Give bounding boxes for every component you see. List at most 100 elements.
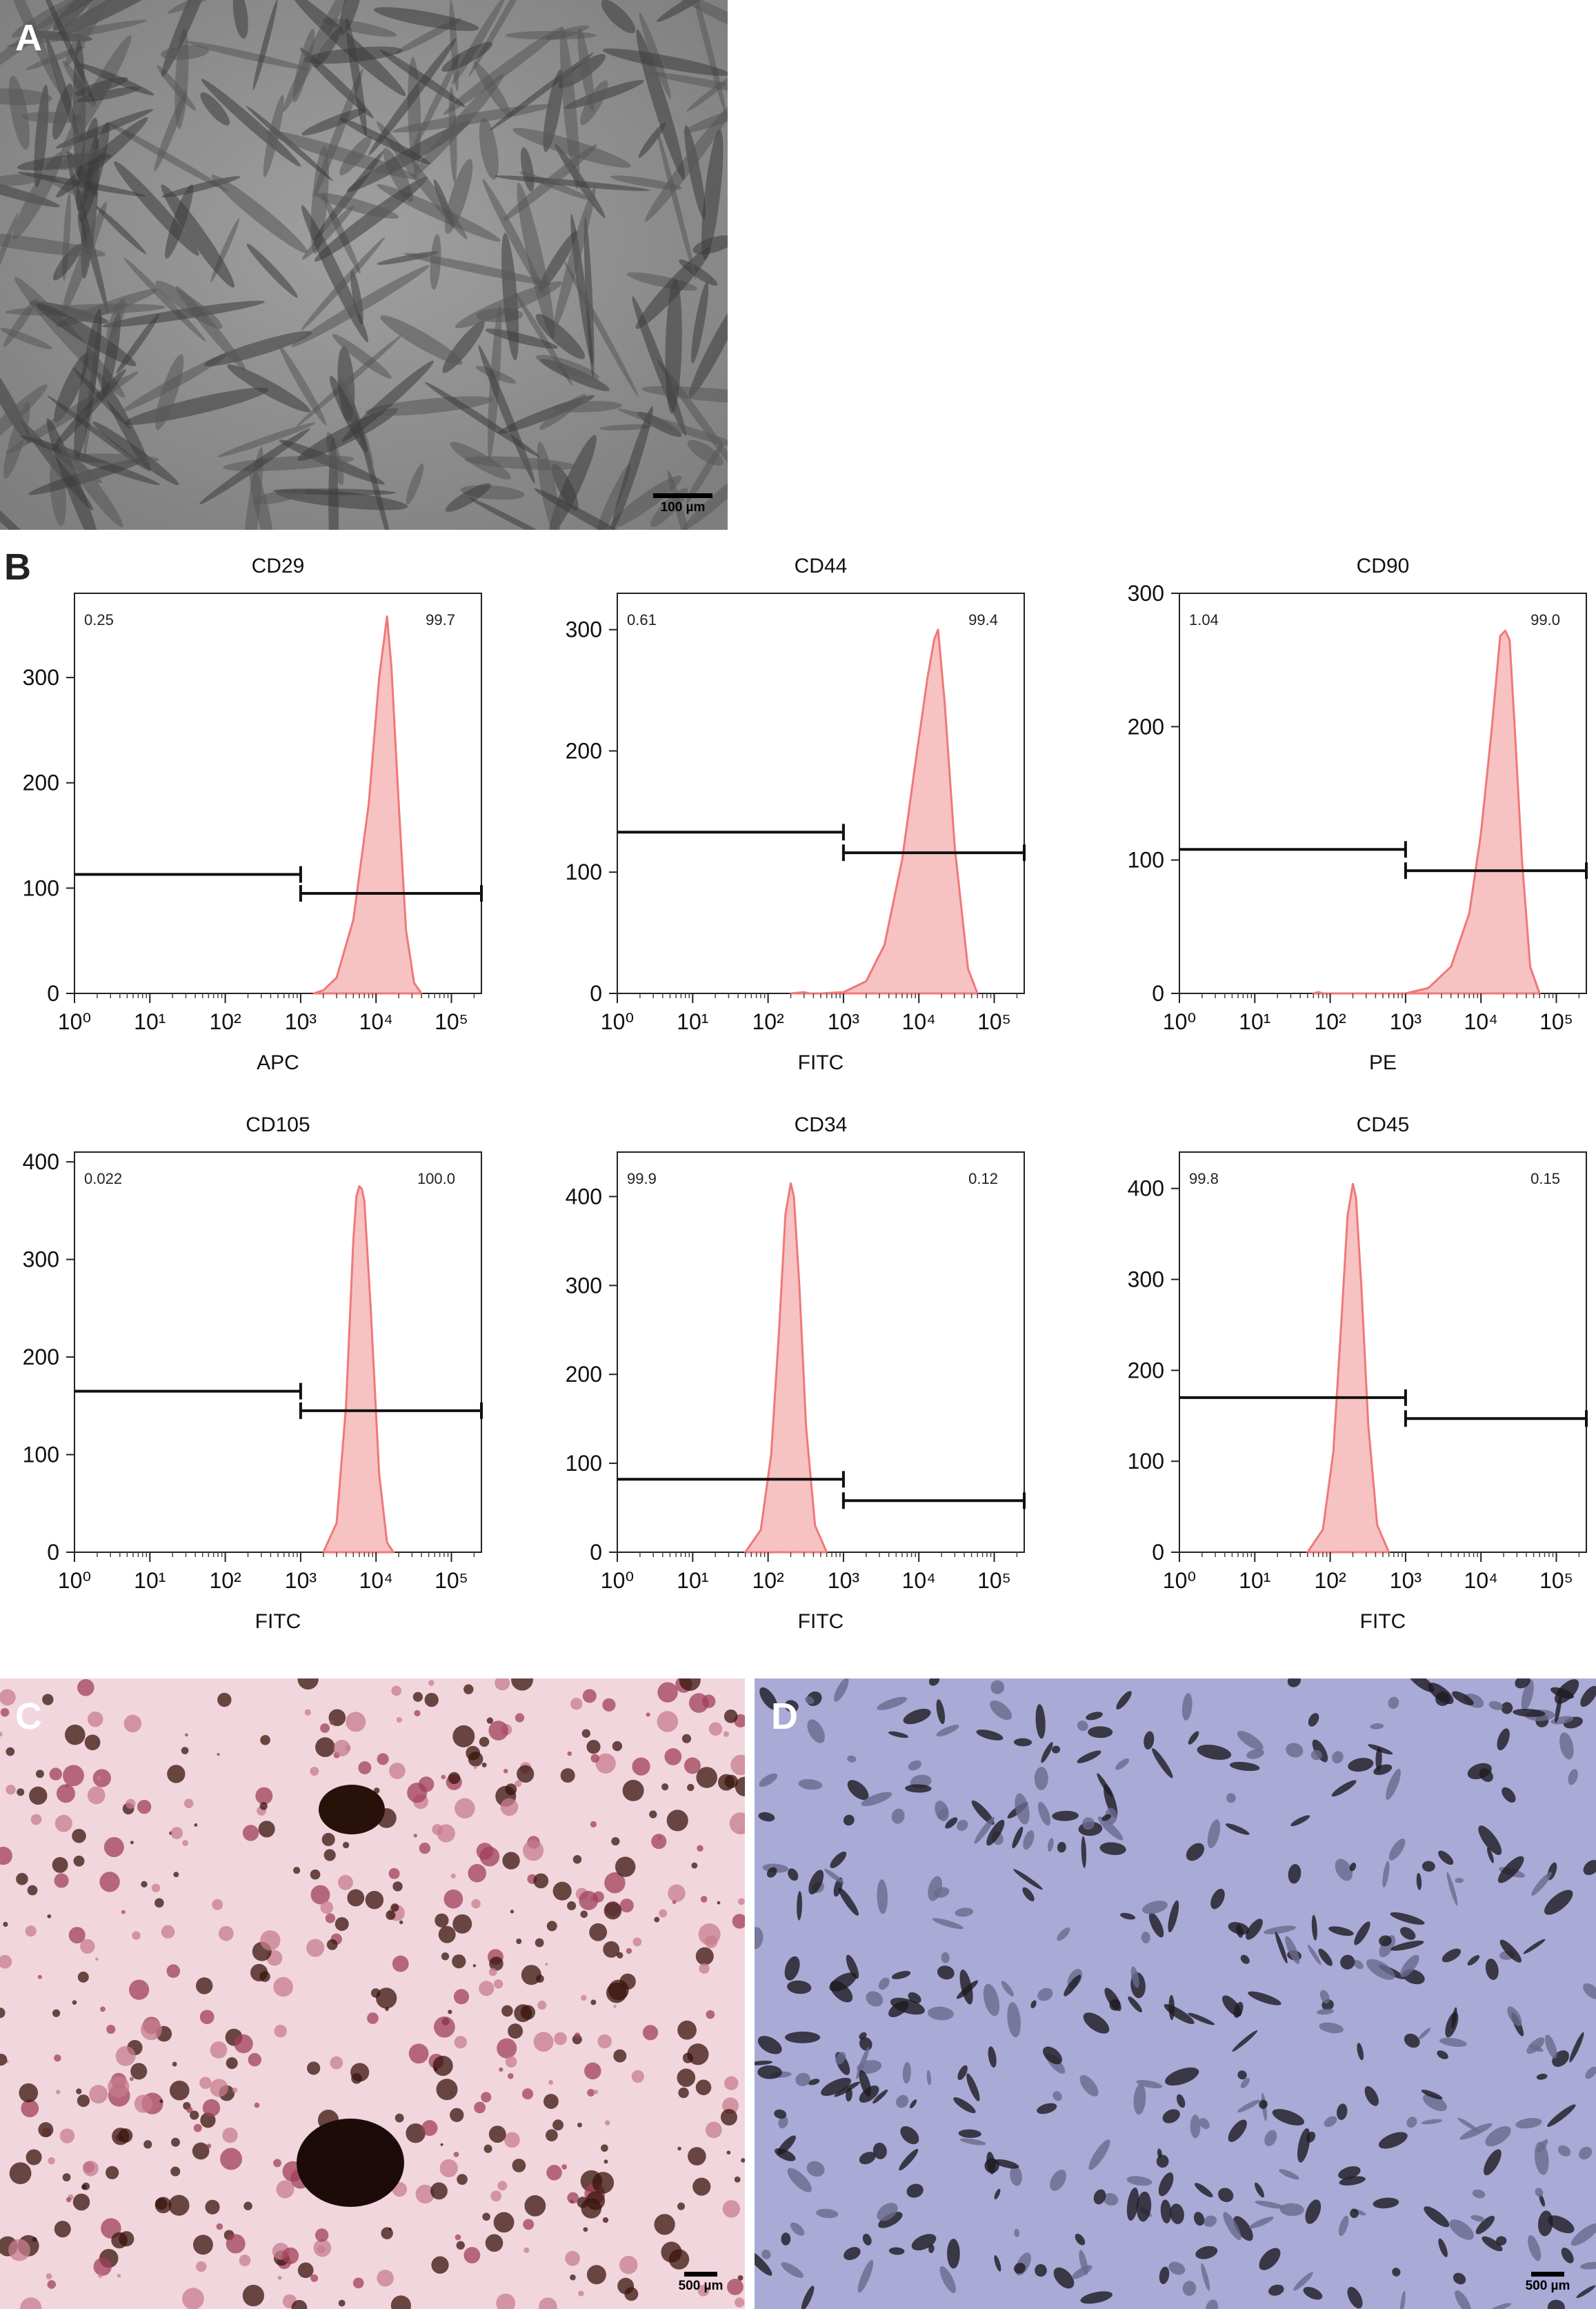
x-tick-label: 10¹ [134, 1568, 166, 1593]
y-tick-label: 300 [566, 617, 602, 642]
y-tick-label: 400 [23, 1149, 59, 1174]
x-tick-label: 10⁴ [359, 1568, 393, 1593]
histogram-area [312, 615, 423, 995]
x-tick-label: 10¹ [677, 1568, 708, 1593]
x-tick-label: 10⁵ [977, 1568, 1011, 1593]
flow-cytometry-panel: CD29 0.25 99.7 0 100 200 300 10⁰ 10¹ 10² 10³ 10⁴ 10⁵… [0, 545, 1596, 1649]
chart-title: CD29 [252, 555, 305, 577]
histogram-cd44: CD44 0.61 99.4 0 100 200 300 10⁰ 10¹ 10² 10³ 10⁴ 10⁵… [566, 555, 1026, 1074]
gate-percent-left: 99.8 [1189, 1170, 1219, 1187]
gate-percent-left: 99.9 [627, 1170, 657, 1187]
x-tick-label: 10² [752, 1009, 784, 1034]
gate-positive [1404, 862, 1588, 880]
x-tick-label: 10⁵ [435, 1568, 468, 1593]
gate-negative [74, 1383, 302, 1400]
x-tick-label: 10¹ [677, 1009, 708, 1034]
y-tick-label: 100 [23, 1443, 59, 1467]
y-tick-label: 200 [23, 771, 59, 795]
x-tick-label: 10² [752, 1568, 784, 1593]
gate-positive [841, 1492, 1026, 1509]
large-nodule [297, 2119, 404, 2207]
gate-negative [617, 1471, 845, 1488]
y-tick-label: 200 [1128, 1358, 1164, 1383]
micrograph-d: D 500 µm [755, 1678, 1596, 2309]
x-tick-label: 10⁰ [1163, 1568, 1196, 1593]
x-tick-label: 10¹ [1239, 1568, 1270, 1593]
gate-negative [1179, 1389, 1407, 1406]
x-tick-label: 10³ [285, 1568, 317, 1593]
y-tick-label: 0 [1152, 981, 1164, 1006]
x-tick-label: 10⁵ [435, 1009, 468, 1034]
histogram-cd34: CD34 99.9 0.12 0 100 200 300 400 10⁰ 10¹ 10² 10³ 10⁴… [566, 1113, 1026, 1633]
gate-percent-right: 0.15 [1530, 1170, 1560, 1187]
x-axis-label: FITC [255, 1610, 301, 1633]
plot-frame [617, 1151, 1025, 1553]
y-tick-label: 300 [23, 665, 59, 690]
histogram-cd90: CD90 1.04 99.0 0 100 200 300 10⁰ 10¹ 10² 10³ 10⁴ 10⁵… [1128, 555, 1588, 1074]
stained-cells [755, 1678, 1596, 2309]
x-tick-label: 10⁰ [58, 1009, 91, 1034]
gate-positive [1404, 1410, 1588, 1427]
y-tick-label: 100 [566, 1451, 602, 1476]
y-tick-label: 100 [566, 860, 602, 884]
gate-percent-left: 0.022 [84, 1170, 122, 1187]
panel-label-d: D [771, 1696, 798, 1737]
chart-title: CD45 [1357, 1113, 1410, 1136]
histogram-area [790, 628, 979, 995]
x-tick-label: 10¹ [1239, 1009, 1270, 1034]
cell-shapes [0, 0, 728, 530]
y-tick-label: 0 [590, 981, 602, 1006]
panel-label-c: C [15, 1696, 42, 1737]
x-tick-label: 10³ [1390, 1568, 1422, 1593]
x-tick-label: 10² [1314, 1568, 1346, 1593]
plot-frame [74, 1151, 482, 1553]
x-axis-label: FITC [798, 1610, 844, 1633]
chart-title: CD34 [795, 1113, 848, 1136]
micrograph-a-texture [0, 0, 728, 530]
scale-bar-a: 100 µm [652, 493, 714, 515]
y-tick-label: 300 [566, 1273, 602, 1298]
micrograph-c: C 500 µm [0, 1678, 745, 2309]
gate-percent-left: 0.25 [84, 611, 114, 628]
histogram-cd29: CD29 0.25 99.7 0 100 200 300 10⁰ 10¹ 10² 10³ 10⁴ 10⁵… [23, 555, 483, 1074]
x-axis-label: FITC [1360, 1610, 1406, 1633]
x-tick-label: 10⁵ [1539, 1009, 1573, 1034]
gate-percent-right: 99.4 [968, 611, 998, 628]
x-tick-label: 10³ [1390, 1009, 1422, 1034]
x-tick-label: 10² [209, 1009, 241, 1034]
y-tick-label: 300 [1128, 1267, 1164, 1292]
panel-label-a: A [15, 17, 42, 59]
micrograph-a: A 100 µm [0, 0, 728, 530]
x-tick-label: 10⁵ [977, 1009, 1011, 1034]
x-tick-label: 10⁴ [1464, 1568, 1498, 1593]
scale-bar-label-a: 100 µm [660, 500, 706, 515]
gate-negative [617, 824, 845, 841]
gate-percent-right: 99.7 [426, 611, 455, 628]
chart-title: CD44 [795, 555, 848, 577]
panel-label-b: B [4, 546, 31, 588]
histogram-cd105: CD105 0.022 100.0 0 100 200 300 400 10⁰ 10¹ 10² 10³… [23, 1113, 483, 1633]
y-tick-label: 200 [566, 738, 602, 763]
x-axis-label: APC [257, 1051, 299, 1074]
chart-title: CD90 [1357, 555, 1410, 577]
plot-frame [1179, 1151, 1587, 1553]
x-tick-label: 10⁴ [1464, 1009, 1498, 1034]
histogram-area [1306, 1182, 1390, 1554]
histogram-area [322, 1185, 395, 1554]
scale-bar-d: 500 µm [1513, 2272, 1582, 2294]
x-tick-label: 10² [1314, 1009, 1346, 1034]
x-tick-label: 10⁰ [601, 1568, 634, 1593]
y-tick-label: 0 [47, 981, 59, 1006]
micrograph-d-texture [755, 1678, 1596, 2309]
x-tick-label: 10³ [828, 1009, 860, 1034]
gate-percent-right: 0.12 [968, 1170, 998, 1187]
y-tick-label: 100 [1128, 1449, 1164, 1474]
gate-positive [841, 844, 1026, 862]
x-tick-label: 10⁰ [1163, 1009, 1196, 1034]
x-tick-label: 10³ [285, 1009, 317, 1034]
x-tick-label: 10² [209, 1568, 241, 1593]
y-tick-label: 200 [1128, 714, 1164, 739]
scale-bar-c: 500 µm [666, 2272, 735, 2294]
x-axis-label: FITC [798, 1051, 844, 1074]
y-tick-label: 200 [23, 1345, 59, 1369]
